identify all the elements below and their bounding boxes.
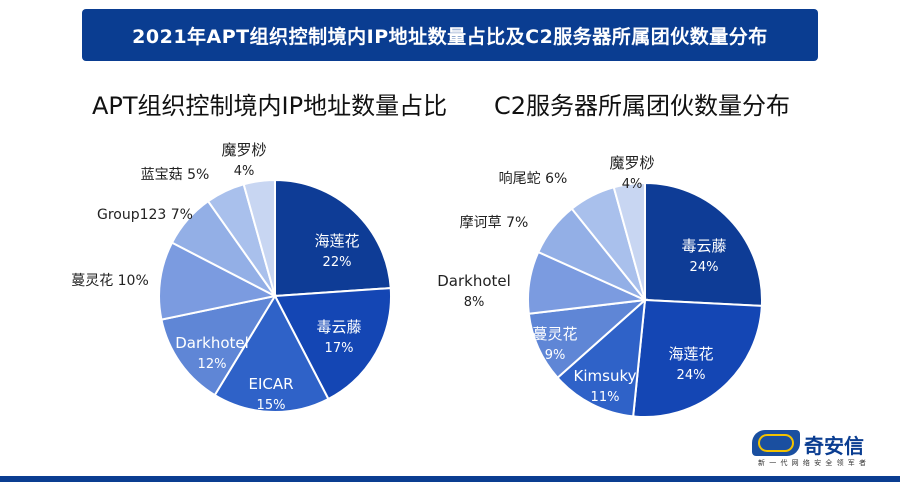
- slice-name: Darkhotel: [175, 334, 249, 352]
- logo-name: 奇安信: [804, 434, 864, 458]
- slice-label-0-6: 蓝宝菇 5%: [141, 167, 210, 183]
- pie-slice-1-0: [644, 181, 763, 307]
- banner-title: 2021年APT组织控制境内IP地址数量占比及C2服务器所属团伙数量分布: [82, 9, 818, 61]
- slice-name: Kimsuky: [574, 367, 637, 385]
- logo-badge-icon: [752, 430, 800, 456]
- pie-slice-0-3: [160, 294, 278, 397]
- slice-label-0-3: Darkhotel 12%: [175, 334, 249, 372]
- slice-label-1-6: 响尾蛇 6%: [499, 171, 568, 187]
- slice-name-percent: 蓝宝菇 5%: [141, 167, 210, 183]
- slice-percent: 17%: [325, 341, 354, 356]
- left-chart-title: APT组织控制境内IP地址数量占比: [92, 92, 448, 120]
- slice-name: EICAR: [248, 375, 293, 393]
- pie-slice-0-4: [158, 241, 278, 321]
- slice-label-0-5: Group123 7%: [97, 207, 193, 223]
- slice-name: 海莲花: [668, 345, 713, 363]
- slice-label-0-0: 海莲花 22%: [314, 232, 359, 270]
- slice-label-0-2: EICAR 15%: [248, 375, 293, 413]
- slice-label-1-2: Kimsuky 11%: [574, 367, 637, 405]
- pie-slice-0-2: [213, 293, 330, 413]
- slice-name-percent: Group123 7%: [97, 207, 193, 223]
- slice-percent: 11%: [591, 390, 620, 405]
- slice-percent: 4%: [234, 164, 255, 179]
- slice-percent: 15%: [257, 398, 286, 413]
- slice-label-1-1: 海莲花 24%: [668, 345, 713, 383]
- slice-name-percent: 摩诃草 7%: [460, 214, 529, 231]
- pie-slice-1-2: [556, 297, 647, 418]
- slice-label-1-7: 魔罗桫 4%: [609, 154, 654, 192]
- pie-slice-0-7: [242, 178, 276, 297]
- slice-label-0-7: 魔罗桫 4%: [221, 141, 266, 179]
- logo-tagline: 新 一 代 网 络 安 全 领 军 者: [758, 459, 868, 467]
- pie-slice-1-1: [632, 298, 763, 418]
- slice-label-0-4: 蔓灵花 10%: [71, 273, 149, 289]
- slice-percent: 12%: [198, 357, 227, 372]
- slice-label-1-5: 摩诃草 7%: [460, 214, 529, 231]
- slice-name: 毒云藤: [316, 318, 361, 336]
- slice-label-0-1: 毒云藤 17%: [316, 318, 361, 356]
- slice-percent: 4%: [622, 177, 643, 192]
- pie-slice-0-1: [273, 287, 392, 401]
- slice-name: 魔罗桫: [221, 141, 266, 159]
- slice-label-1-0: 毒云藤 24%: [681, 237, 726, 275]
- slice-percent: 22%: [323, 255, 352, 270]
- slice-label-1-4: Darkhotel 8%: [437, 272, 511, 310]
- slice-name: 毒云藤: [681, 237, 726, 255]
- slice-name: 海莲花: [314, 232, 359, 250]
- qianxin-logo: 奇安信 新 一 代 网 络 安 全 领 军 者: [752, 430, 882, 470]
- slice-name: 蔓灵花: [532, 325, 577, 343]
- slice-percent: 9%: [545, 348, 566, 363]
- slice-name: Darkhotel: [437, 272, 511, 290]
- slice-name-percent: 响尾蛇 6%: [499, 171, 568, 187]
- slice-label-1-3: 蔓灵花 9%: [532, 325, 577, 363]
- pie-slice-1-7: [612, 181, 646, 301]
- slice-name-percent: 蔓灵花 10%: [71, 273, 149, 289]
- slice-percent: 24%: [690, 260, 719, 275]
- pie-slice-0-0: [274, 178, 392, 298]
- bottom-bar: [0, 476, 900, 482]
- slice-percent: 8%: [464, 295, 485, 310]
- right-chart-title: C2服务器所属团伙数量分布: [494, 92, 791, 120]
- slice-percent: 24%: [677, 368, 706, 383]
- slice-name: 魔罗桫: [609, 154, 654, 172]
